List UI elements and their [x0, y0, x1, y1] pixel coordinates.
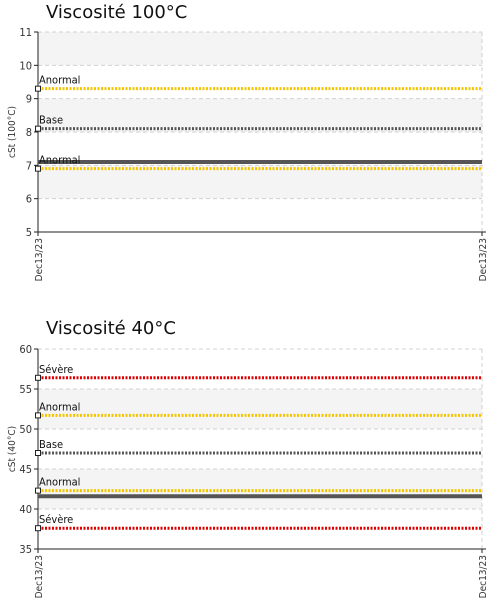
series-label: Anormal — [39, 74, 80, 87]
grid-band — [38, 98, 482, 132]
y-tick-label: 45 — [19, 463, 32, 476]
y-tick-label: 6 — [26, 193, 32, 206]
series-label: Anormal — [39, 154, 80, 167]
series-label: Base — [39, 114, 63, 127]
series-marker — [35, 412, 41, 419]
series-marker — [35, 374, 41, 381]
chart-plot: 5 6 7 8 9 10 11 cSt (100°C) Dec13/23 Dec13/23 Anor… — [7, 26, 489, 281]
series-marker — [35, 165, 41, 172]
series-label: Sévère — [39, 513, 73, 526]
y-tick-label: 35 — [19, 543, 32, 556]
series-marker — [35, 525, 41, 532]
grid-band — [38, 32, 482, 66]
grid-band — [38, 469, 482, 509]
x-tick-label: Dec13/23 — [34, 555, 45, 598]
series-label: Anormal — [39, 476, 80, 489]
y-tick-label: 8 — [26, 126, 32, 139]
grid-band — [38, 389, 482, 429]
series-marker — [35, 450, 41, 456]
y-tick-label: 55 — [19, 383, 32, 396]
y-axis-label: cSt (100°C) — [7, 106, 18, 158]
y-tick-label: 9 — [26, 93, 32, 106]
y-tick-label: 50 — [19, 423, 32, 436]
series-marker — [35, 85, 41, 92]
x-tick-label: Dec13/23 — [34, 238, 45, 281]
chart-title: Viscosité 40°C — [46, 318, 176, 339]
y-axis-label: cSt (40°C) — [7, 426, 18, 472]
y-tick-label: 40 — [19, 503, 32, 516]
y-tick-label: 10 — [19, 59, 32, 72]
series-label: Sévère — [39, 363, 73, 376]
y-tick-label: 5 — [26, 226, 32, 239]
y-tick-label: 60 — [19, 343, 32, 356]
x-tick-label: Dec13/23 — [478, 555, 489, 598]
series-marker — [35, 487, 41, 494]
x-tick-label: Dec13/23 — [478, 238, 489, 281]
grid-band — [38, 165, 482, 199]
y-tick-label: 11 — [19, 26, 32, 39]
series-marker — [35, 125, 41, 132]
chart-title: Viscosité 100°C — [46, 2, 188, 23]
series-label: Base — [39, 438, 63, 451]
series-label: Anormal — [39, 400, 80, 413]
y-tick-label: 7 — [26, 159, 32, 172]
